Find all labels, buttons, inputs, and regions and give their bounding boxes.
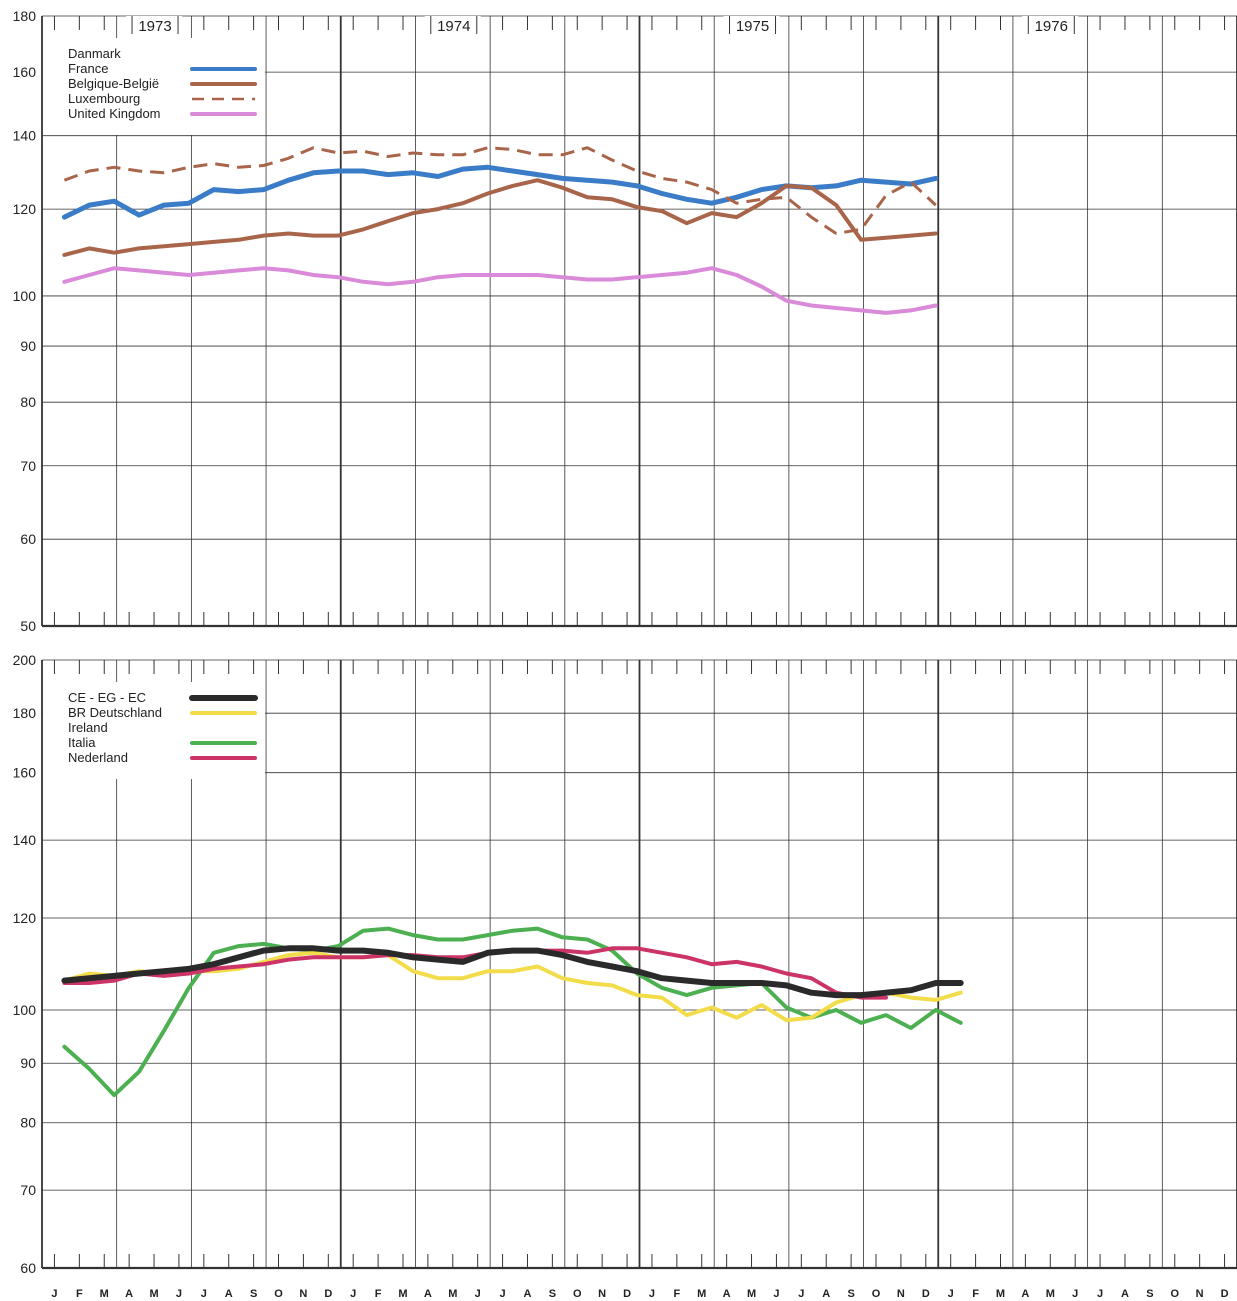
y-tick-label: 100 [13, 288, 37, 304]
x-tick-label: M [1046, 1288, 1055, 1300]
legend-label: Ireland [68, 720, 108, 735]
x-tick-label: O [1170, 1288, 1179, 1300]
x-tick-label: F [76, 1288, 83, 1300]
y-tick-label: 180 [13, 8, 37, 24]
x-tick-label: N [598, 1288, 606, 1300]
series-line-belgique-belgi- [62, 178, 938, 257]
x-tick-label: J [350, 1288, 356, 1300]
x-tick-label: S [549, 1288, 556, 1300]
x-tick-label: J [51, 1288, 57, 1300]
x-tick-label: A [822, 1288, 830, 1300]
x-tick-label: O [573, 1288, 582, 1300]
x-tick-label: D [922, 1288, 930, 1300]
y-tick-label: 60 [20, 1260, 36, 1276]
bottom-panel: 60 70 80 90 100 120 140 160 180 200 CE - EG - ECBR… [13, 652, 1237, 1276]
x-tick-label: J [773, 1288, 779, 1300]
x-tick-label: O [872, 1288, 881, 1300]
top-panel: 50 60 70 80 90 100 120 140 160 180 1973 1974 1975 197… [13, 8, 1237, 634]
x-tick-label: J [500, 1288, 506, 1300]
year-label: 1976 [1035, 18, 1068, 35]
series-line-united-kingdom [62, 266, 938, 315]
year-label: 1975 [736, 18, 769, 35]
y-tick-label: 70 [20, 1182, 36, 1198]
y-tick-label: 60 [20, 531, 36, 547]
y-tick-label: 80 [20, 394, 36, 410]
y-tick-label: 180 [13, 705, 37, 721]
legend-label: Danmark [68, 46, 121, 61]
x-tick-label: M [747, 1288, 756, 1300]
x-tick-label: F [673, 1288, 680, 1300]
x-tick-label: J [798, 1288, 804, 1300]
legend-label: Nederland [68, 750, 128, 765]
legend-bg [43, 38, 265, 135]
y-tick-label: 100 [13, 1002, 37, 1018]
year-label-bg [424, 16, 481, 36]
y-tick-label: 70 [20, 458, 36, 474]
year-label-bg [126, 16, 183, 36]
legend-label: Italia [68, 735, 96, 750]
x-tick-label: J [1072, 1288, 1078, 1300]
x-tick-label: M [100, 1288, 109, 1300]
x-tick-label: J [201, 1288, 207, 1300]
x-tick-label: F [972, 1288, 979, 1300]
series-line-luxembourg [63, 146, 937, 235]
legend-label: Belgique-België [68, 76, 159, 91]
y-tick-label: 80 [20, 1115, 36, 1131]
y-tick-label: 200 [13, 652, 37, 668]
x-tick-label: S [1146, 1288, 1153, 1300]
x-tick-label: M [398, 1288, 407, 1300]
x-tick-label: A [424, 1288, 432, 1300]
y-tick-label: 90 [20, 338, 36, 354]
x-tick-label: M [448, 1288, 457, 1300]
x-tick-label: J [948, 1288, 954, 1300]
legend-label: France [68, 61, 108, 76]
x-tick-label: O [274, 1288, 283, 1300]
x-tick-label: N [897, 1288, 905, 1300]
y-tick-label: 140 [13, 832, 37, 848]
x-tick-label: A [1121, 1288, 1129, 1300]
legend-label: CE - EG - EC [68, 690, 146, 705]
legend-label: BR Deutschland [68, 705, 162, 720]
x-tick-label: J [475, 1288, 481, 1300]
series-line-br-deutschland [62, 950, 963, 1023]
x-tick-label: J [1097, 1288, 1103, 1300]
year-label-bg [1022, 16, 1079, 36]
x-tick-label: N [1196, 1288, 1204, 1300]
x-tick-label: M [697, 1288, 706, 1300]
x-tick-label: A [1021, 1288, 1029, 1300]
legend-label: Luxembourg [68, 91, 140, 106]
series-line-ce-eg-ec [61, 945, 964, 999]
x-tick-label: J [649, 1288, 655, 1300]
y-tick-label: 160 [13, 765, 37, 781]
x-tick-label: F [375, 1288, 382, 1300]
year-label: 1974 [437, 18, 470, 35]
y-tick-label: 160 [13, 64, 37, 80]
series-line-france [61, 164, 939, 220]
year-label-bg [723, 16, 780, 36]
y-tick-label: 50 [20, 618, 36, 634]
y-tick-label: 120 [13, 201, 37, 217]
x-tick-label: D [1221, 1288, 1229, 1300]
y-tick-label: 90 [20, 1055, 36, 1071]
x-tick-label: D [623, 1288, 631, 1300]
legend-label: United Kingdom [68, 106, 161, 121]
x-tick-label: N [299, 1288, 307, 1300]
x-tick-label: S [250, 1288, 257, 1300]
x-tick-label: A [125, 1288, 133, 1300]
x-tick-label: D [324, 1288, 332, 1300]
y-tick-label: 120 [13, 910, 37, 926]
x-tick-label: A [523, 1288, 531, 1300]
y-tick-label: 140 [13, 128, 37, 144]
x-tick-label: M [149, 1288, 158, 1300]
x-tick-label: M [996, 1288, 1005, 1300]
x-tick-label: A [723, 1288, 731, 1300]
x-tick-label: S [847, 1288, 854, 1300]
x-tick-label: A [225, 1288, 233, 1300]
year-label: 1973 [138, 18, 171, 35]
x-tick-label: J [176, 1288, 182, 1300]
